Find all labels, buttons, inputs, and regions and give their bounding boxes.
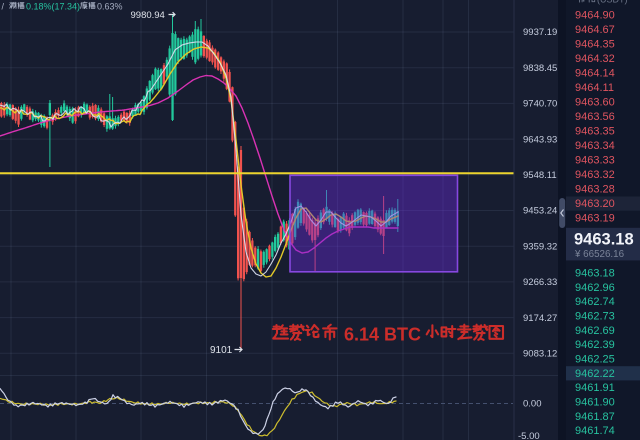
svg-text:9464.35: 9464.35 bbox=[575, 39, 615, 51]
svg-text:9462.69: 9462.69 bbox=[575, 325, 615, 337]
svg-text:9266.33: 9266.33 bbox=[523, 277, 557, 288]
svg-text:9463.56: 9463.56 bbox=[575, 111, 615, 123]
svg-text:9464.32: 9464.32 bbox=[575, 53, 615, 65]
svg-text:9464.14: 9464.14 bbox=[575, 68, 615, 80]
svg-text:9462.22: 9462.22 bbox=[575, 368, 615, 380]
svg-text:9463.28: 9463.28 bbox=[575, 184, 615, 196]
svg-text:9463.20: 9463.20 bbox=[575, 198, 615, 210]
svg-text:9462.96: 9462.96 bbox=[575, 282, 615, 294]
svg-text:9463.60: 9463.60 bbox=[575, 97, 615, 109]
svg-text:9464.11: 9464.11 bbox=[575, 82, 614, 94]
svg-text:9463.18: 9463.18 bbox=[575, 268, 615, 280]
svg-text:9463.33: 9463.33 bbox=[575, 155, 615, 167]
svg-text:9463.18: 9463.18 bbox=[574, 231, 634, 249]
svg-text:6.14 BTC: 6.14 BTC bbox=[344, 325, 421, 345]
svg-text:9462.39: 9462.39 bbox=[575, 339, 615, 351]
svg-text:9464.90: 9464.90 bbox=[575, 10, 615, 22]
svg-text:9643.93: 9643.93 bbox=[523, 134, 557, 145]
svg-text:9083.12: 9083.12 bbox=[523, 349, 557, 360]
svg-text:9548.11: 9548.11 bbox=[523, 170, 557, 181]
svg-text:¥ 66526.16: ¥ 66526.16 bbox=[574, 249, 625, 260]
svg-text:9740.70: 9740.70 bbox=[523, 99, 557, 110]
svg-text:9464.67: 9464.67 bbox=[575, 24, 615, 36]
svg-text:(USDT): (USDT) bbox=[597, 0, 628, 5]
svg-text:9462.74: 9462.74 bbox=[575, 296, 615, 308]
svg-text:9453.24: 9453.24 bbox=[523, 206, 557, 217]
svg-text:9359.32: 9359.32 bbox=[523, 241, 557, 252]
svg-text:0.00: 0.00 bbox=[523, 399, 542, 410]
svg-text:9174.27: 9174.27 bbox=[523, 313, 557, 324]
svg-text:9461.87: 9461.87 bbox=[575, 411, 615, 423]
svg-text:-5.00: -5.00 bbox=[518, 431, 540, 440]
svg-text:9101: 9101 bbox=[210, 345, 233, 356]
svg-text:/: / bbox=[2, 2, 5, 12]
svg-text:9461.91: 9461.91 bbox=[575, 382, 615, 394]
svg-text:0.63%: 0.63% bbox=[97, 2, 123, 12]
svg-text:9463.32: 9463.32 bbox=[575, 169, 615, 181]
svg-text:9462.73: 9462.73 bbox=[575, 311, 615, 323]
svg-text:9463.35: 9463.35 bbox=[575, 126, 615, 138]
svg-text:9937.19: 9937.19 bbox=[523, 27, 557, 38]
svg-text:9461.90: 9461.90 bbox=[575, 396, 615, 408]
svg-text:9462.25: 9462.25 bbox=[575, 354, 615, 366]
svg-text:9980.94: 9980.94 bbox=[131, 10, 165, 21]
svg-text:0.18%(17.34): 0.18%(17.34) bbox=[26, 2, 80, 12]
svg-text:9463.19: 9463.19 bbox=[575, 213, 615, 225]
svg-text:9461.74: 9461.74 bbox=[575, 425, 615, 437]
svg-text:9463.34: 9463.34 bbox=[575, 140, 615, 152]
svg-text:9838.45: 9838.45 bbox=[523, 63, 557, 74]
